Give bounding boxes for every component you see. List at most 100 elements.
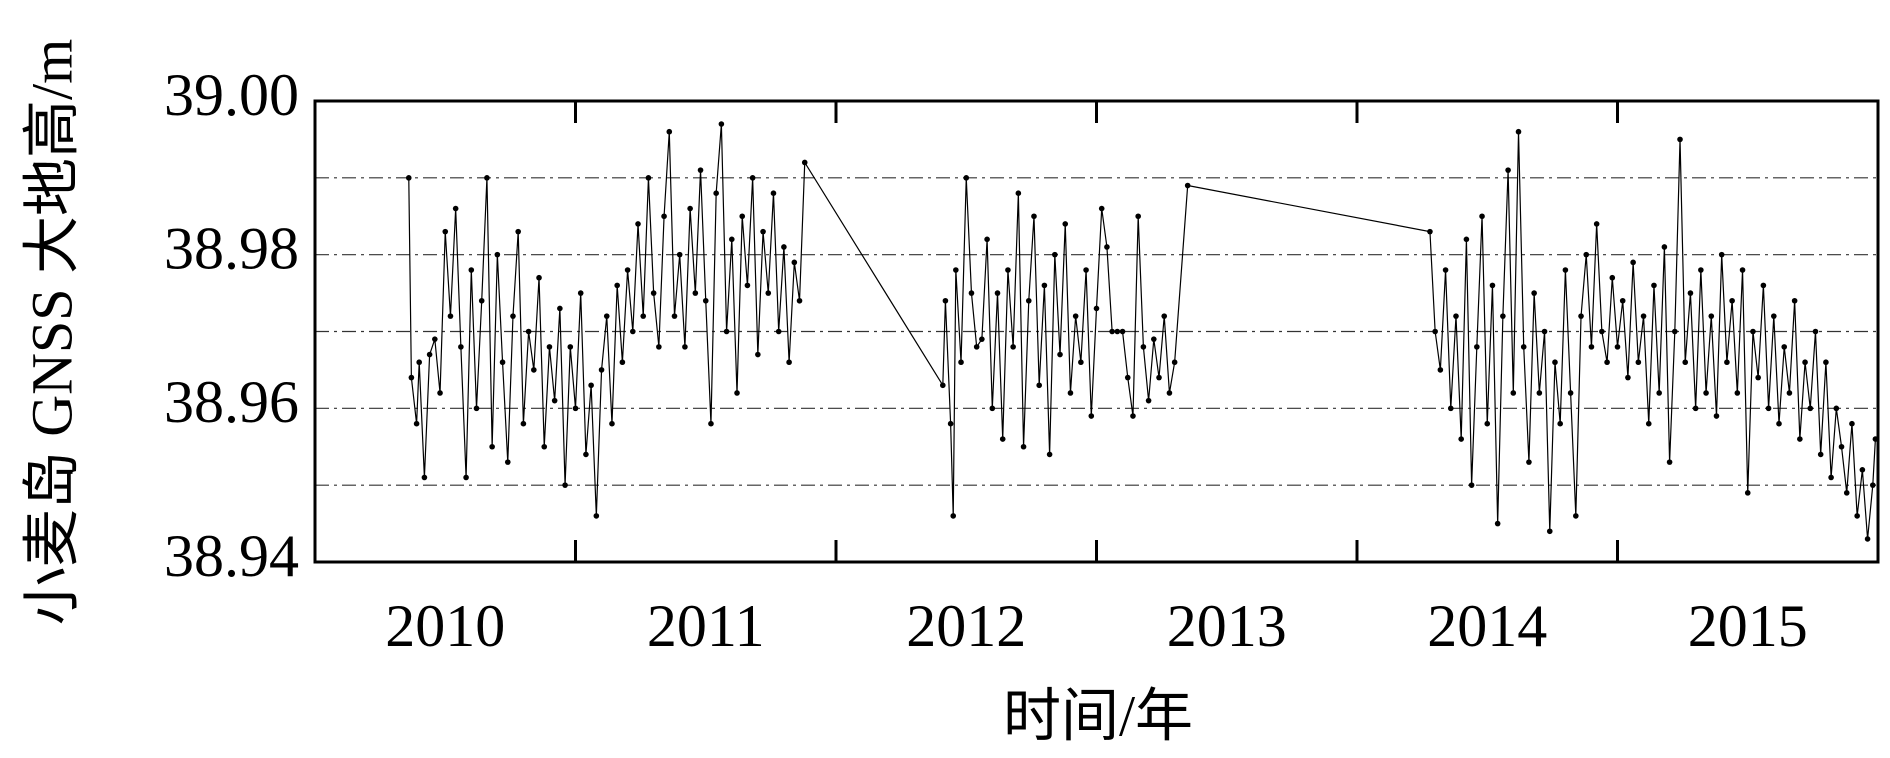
x-tick-label: 2011 [647,593,765,659]
data-point [1067,390,1074,396]
data-point [994,290,1001,296]
data-point [577,290,584,296]
data-point [1489,282,1496,289]
data-point [979,336,985,342]
y-axis-title: 小麦岛 GNSS 大地高/m [19,39,84,626]
data-point [510,313,516,319]
data-point [531,367,537,373]
data-point [1859,467,1866,473]
data-point [1645,420,1652,427]
data-point [572,405,579,412]
data-point [588,382,594,389]
data-point [520,420,527,427]
data-point [1604,359,1610,366]
data-point [1072,313,1079,319]
data-point [713,190,719,196]
data-point [1036,382,1042,389]
data-line [408,124,1876,540]
data-point [1114,328,1121,335]
data-point [796,297,803,304]
y-tick-label: 39.00 [164,62,299,128]
data-point [1156,374,1162,381]
data-point [1104,244,1110,250]
data-point [421,474,428,481]
data-point [1432,328,1438,335]
x-axis-title: 时间/年 [1003,683,1193,748]
data-point [1062,221,1069,227]
data-point [656,344,662,350]
data-point [426,351,433,358]
data-point [1755,374,1761,381]
data-point [1520,344,1527,350]
data-point [478,297,485,304]
data-point [1797,436,1803,442]
data-point [1828,474,1834,481]
data-point [953,267,959,273]
data-point [1526,459,1532,465]
data-point [1088,413,1095,419]
data-point [734,390,740,396]
data-point [562,482,568,488]
data-point [1656,390,1662,396]
data-point [650,290,657,296]
data-point [1588,344,1595,350]
data-point [1124,374,1131,381]
data-point [1505,167,1511,173]
data-point [1672,328,1678,335]
data-point [525,328,532,335]
data-point [567,344,574,350]
data-point [1635,359,1642,366]
data-point [1583,251,1590,258]
data-point [1184,182,1191,189]
data-point [624,267,631,273]
data-point [1041,282,1048,289]
data-point [473,405,480,412]
data-point [1713,413,1720,419]
data-point [1802,359,1808,366]
data-point [416,359,423,366]
data-point [1625,374,1631,381]
data-point [1734,390,1741,396]
data-point [1838,443,1845,450]
data-point [791,259,798,266]
data-point [1781,344,1788,350]
data-point [1442,267,1449,273]
data-point [1864,536,1871,542]
data-point [447,313,454,319]
data-point [1494,520,1501,527]
data-point [504,459,511,465]
data-point [1031,213,1037,220]
data-point [484,175,490,181]
data-point [432,336,438,342]
x-tick-label: 2015 [1688,593,1808,659]
data-point [546,344,553,350]
data-point [1474,344,1480,350]
data-point [1843,490,1850,496]
data-point [1536,390,1543,396]
data-point [1562,267,1569,273]
data-point [635,221,641,227]
data-point [682,344,688,350]
data-point [661,213,667,220]
data-point [413,420,420,427]
data-point [1171,359,1178,366]
data-point [1619,297,1626,304]
data-point [1609,274,1616,281]
data-point [1833,405,1840,412]
y-tick-label: 38.96 [164,369,299,435]
data-point [781,244,787,250]
data-point [671,313,678,319]
data-point [452,205,459,212]
data-point [775,328,782,335]
data-point [1593,221,1600,227]
data-point [1692,405,1699,412]
data-point [1046,451,1053,458]
data-point [1854,513,1860,519]
data-point [468,267,475,273]
data-point [708,420,714,427]
data-point [676,251,683,258]
x-tick-label: 2010 [385,593,505,659]
data-point [1005,267,1011,273]
data-point [1166,390,1173,396]
